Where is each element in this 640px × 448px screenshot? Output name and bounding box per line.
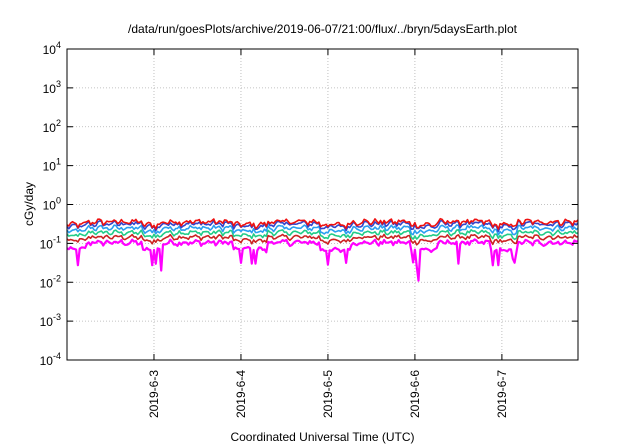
- x-axis-label: Coordinated Universal Time (UTC): [230, 430, 414, 444]
- y-tick-base: 10: [43, 43, 57, 57]
- y-tick-exponent: 3: [56, 79, 61, 89]
- y-tick-base: 10: [43, 199, 57, 213]
- series-line-1: [66, 238, 579, 282]
- y-tick-label: 104: [43, 40, 61, 57]
- y-tick-label: 10-4: [40, 351, 61, 368]
- x-tick-label: 2019-6-7: [495, 370, 509, 418]
- y-tick-base: 10: [40, 315, 54, 329]
- x-tick-label: 2019-6-5: [321, 370, 335, 418]
- series-layer: [66, 217, 579, 282]
- y-tick-label: 10-2: [40, 273, 61, 290]
- y-tick-exponent: 2: [56, 118, 61, 128]
- y-tick-exponent: -2: [53, 273, 61, 283]
- y-tick-base: 10: [43, 82, 57, 96]
- series-line-3: [66, 229, 579, 241]
- y-axis-label: cGy/day: [22, 182, 36, 226]
- y-tick-exponent: -3: [53, 312, 61, 322]
- y-tick-exponent: -4: [53, 351, 61, 361]
- series-line-4: [66, 224, 579, 236]
- y-tick-label: 100: [43, 196, 61, 213]
- y-tick-label: 10-1: [40, 234, 61, 251]
- x-tick-labels: 2019-6-3 2019-6-4 2019-6-5 2019-6-6 2019-6-7: [147, 370, 509, 418]
- y-tick-label: 102: [43, 118, 61, 135]
- series-line-6: [66, 217, 579, 230]
- x-tick-label: 2019-6-4: [234, 370, 248, 418]
- y-tick-label: 101: [43, 157, 61, 174]
- y-tick-base: 10: [43, 121, 57, 135]
- y-tick-base: 10: [43, 160, 57, 174]
- y-tick-exponent: 0: [56, 196, 61, 206]
- x-tick-label: 2019-6-6: [408, 370, 422, 418]
- axis-ticks: [67, 48, 578, 361]
- y-tick-base: 10: [40, 237, 54, 251]
- y-tick-label: 10-3: [40, 312, 61, 329]
- y-tick-exponent: 1: [56, 157, 61, 167]
- chart-title: /data/run/goesPlots/archive/2019-06-07/2…: [128, 22, 518, 36]
- x-tick-label: 2019-6-3: [147, 370, 161, 418]
- y-tick-exponent: -1: [53, 234, 61, 244]
- series-line-2: [66, 233, 579, 246]
- y-tick-base: 10: [40, 276, 54, 290]
- y-tick-exponent: 4: [56, 40, 61, 50]
- grid-lines: [67, 49, 578, 360]
- y-tick-label: 103: [43, 79, 61, 96]
- y-tick-base: 10: [40, 354, 54, 368]
